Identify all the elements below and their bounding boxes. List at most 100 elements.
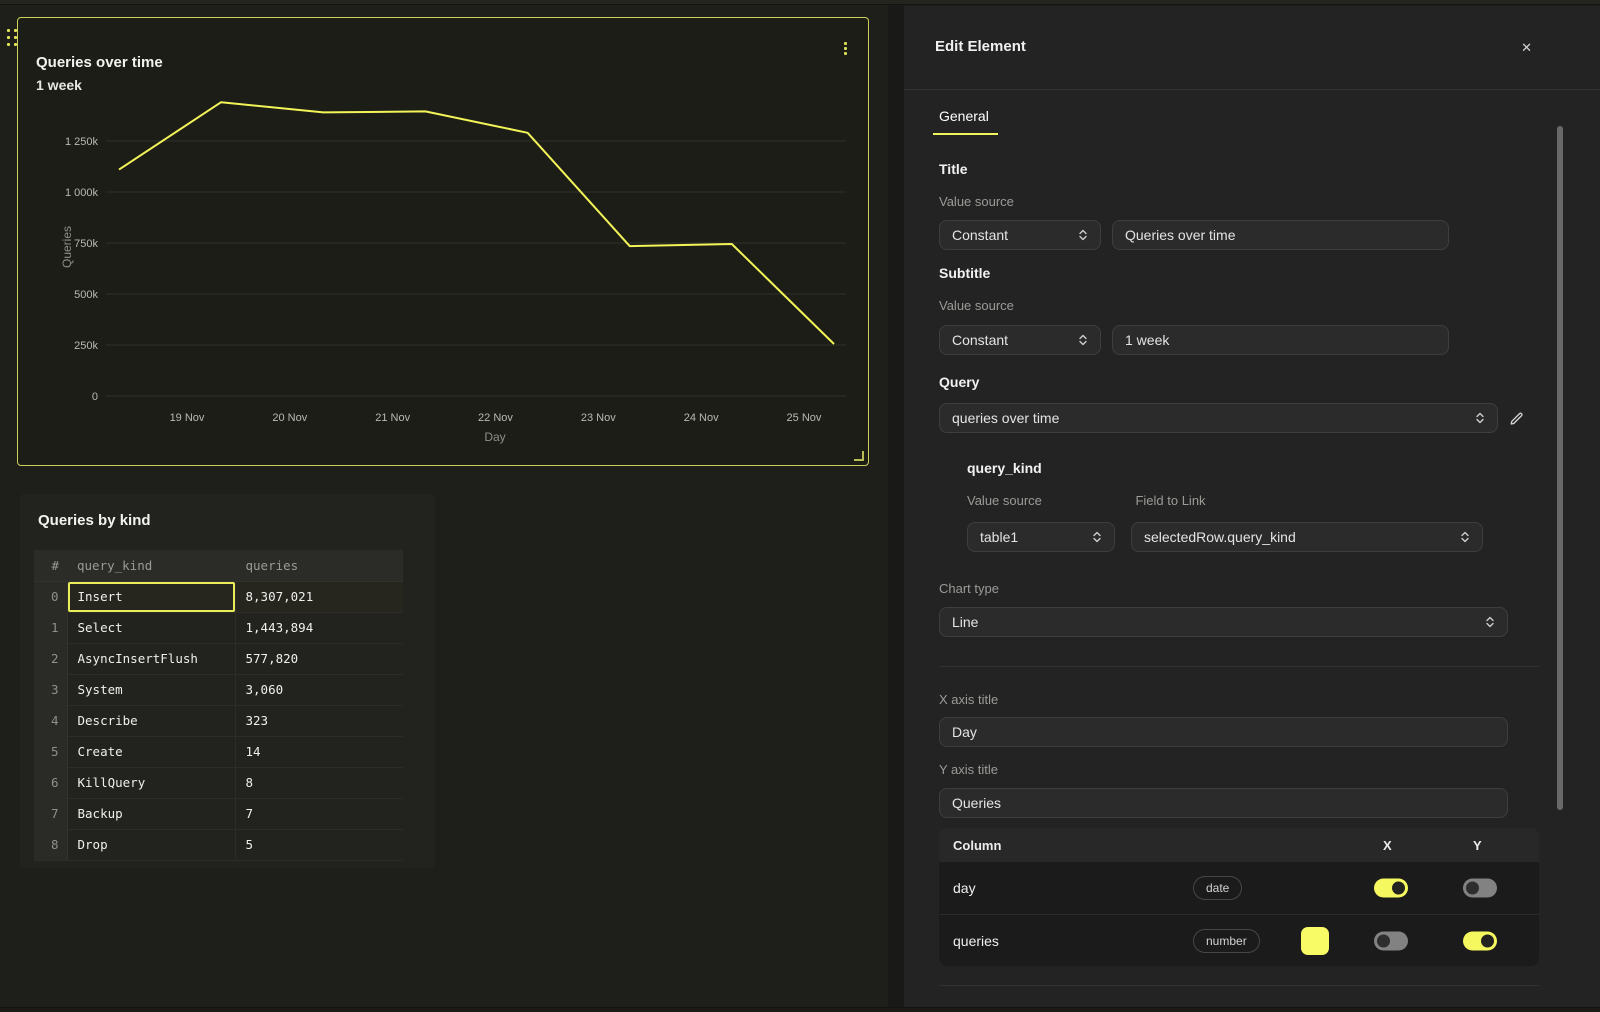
drag-handle-icon[interactable] <box>7 29 19 47</box>
subtitle-section-heading: Subtitle <box>939 265 991 281</box>
x-axis-title-label: X axis title <box>939 692 999 707</box>
field-to-link-select[interactable]: selectedRow.query_kind <box>1131 522 1483 552</box>
table-row[interactable]: 0 Insert 8,307,021 <box>34 581 403 613</box>
chevron-updown-icon <box>1486 616 1494 628</box>
row-index: 5 <box>34 736 68 768</box>
cell-query-kind[interactable]: Drop <box>67 829 235 861</box>
columns-mapping-card: Column X Y day date queries number <box>939 828 1539 966</box>
row-index: 7 <box>34 798 68 830</box>
query-kind-source-select[interactable]: table1 <box>967 522 1115 552</box>
table-row[interactable]: 1 Select 1,443,894 <box>34 612 403 644</box>
svg-text:1 000k: 1 000k <box>65 187 99 199</box>
table-header-row: # query_kind queries <box>34 550 403 582</box>
tab-bar: General <box>933 108 1539 135</box>
cell-query-kind[interactable]: KillQuery <box>67 767 235 799</box>
edit-element-panel: Edit Element ✕ General Title Value sourc… <box>904 6 1600 1007</box>
chart-card-queries-over-time[interactable]: Queries over time 1 week 0 250k 500k 750k 1 … <box>17 17 869 466</box>
panel-scrollbar[interactable] <box>1557 126 1563 810</box>
tab-general[interactable]: General <box>933 108 998 135</box>
cell-query-kind[interactable]: Select <box>67 612 235 644</box>
cell-query-kind[interactable]: Backup <box>67 798 235 830</box>
chevron-updown-icon <box>1093 531 1101 543</box>
cell-queries[interactable]: 1,443,894 <box>234 612 403 644</box>
chevron-updown-icon <box>1476 412 1484 424</box>
queries-by-kind-table: # query_kind queries 0 Insert 8,307,021 1 Se… <box>34 550 403 861</box>
row-index: 0 <box>34 581 68 613</box>
panel-header: Edit Element ✕ <box>904 6 1600 90</box>
cell-queries[interactable]: 5 <box>234 829 403 861</box>
table-row[interactable]: 4 Describe 323 <box>34 705 403 737</box>
svg-text:20 Nov: 20 Nov <box>272 412 307 424</box>
table-card-queries-by-kind[interactable]: Queries by kind # query_kind queries 0 In… <box>20 494 435 868</box>
close-icon[interactable]: ✕ <box>1521 40 1532 55</box>
type-badge: date <box>1193 876 1243 900</box>
cell-query-kind[interactable]: Create <box>67 736 235 768</box>
cell-queries[interactable]: 7 <box>234 798 403 830</box>
table-row[interactable]: 8 Drop 5 <box>34 829 403 861</box>
chevron-updown-icon <box>1079 334 1087 346</box>
queries-by-kind-tbody: 0 Insert 8,307,021 1 Select 1,443,894 2 AsyncIn… <box>34 581 403 861</box>
table-row[interactable]: 5 Create 14 <box>34 736 403 768</box>
chart-subtitle: 1 week <box>36 77 82 93</box>
svg-text:0: 0 <box>92 391 98 403</box>
edit-query-pencil-icon[interactable] <box>1508 410 1525 427</box>
column-row-day: day date <box>939 862 1539 914</box>
table-row[interactable]: 2 AsyncInsertFlush 577,820 <box>34 643 403 675</box>
subtitle-value-input[interactable]: 1 week <box>1112 325 1449 355</box>
svg-text:19 Nov: 19 Nov <box>170 412 205 424</box>
resize-handle-icon[interactable] <box>854 451 864 461</box>
cell-query-kind[interactable]: Insert <box>67 581 235 613</box>
subtitle-source-select[interactable]: Constant <box>939 325 1101 355</box>
y-axis-title-input[interactable]: Queries <box>939 788 1508 818</box>
col-header-index: # <box>34 550 67 582</box>
query-kind-value-source-label: Value source <box>967 493 1042 508</box>
table-row[interactable]: 3 System 3,060 <box>34 674 403 706</box>
y-toggle-day[interactable] <box>1463 878 1497 898</box>
table-row[interactable]: 6 KillQuery 8 <box>34 767 403 799</box>
cell-queries[interactable]: 577,820 <box>234 643 403 675</box>
query-select[interactable]: queries over time <box>939 403 1498 433</box>
svg-text:1 250k: 1 250k <box>65 136 99 148</box>
cell-query-kind[interactable]: AsyncInsertFlush <box>67 643 235 675</box>
chevron-updown-icon <box>1079 229 1087 241</box>
table-row[interactable]: 7 Backup 7 <box>34 798 403 830</box>
col-header-query-kind: query_kind <box>67 550 235 582</box>
cell-queries[interactable]: 14 <box>234 736 403 768</box>
chart-title: Queries over time <box>36 54 163 71</box>
y-toggle-queries[interactable] <box>1463 931 1497 950</box>
cell-queries[interactable]: 8 <box>234 767 403 799</box>
column-name: day <box>953 880 976 896</box>
panel-title: Edit Element <box>935 38 1026 55</box>
row-index: 2 <box>34 643 68 675</box>
row-index: 6 <box>34 767 68 799</box>
cell-queries[interactable]: 3,060 <box>234 674 403 706</box>
chart-type-select[interactable]: Line <box>939 607 1508 637</box>
col-header-queries: queries <box>234 550 403 582</box>
columns-header-y: Y <box>1473 838 1482 853</box>
query-kind-heading: query_kind <box>967 460 1042 476</box>
svg-text:24 Nov: 24 Nov <box>684 412 719 424</box>
section-divider <box>939 985 1539 986</box>
title-source-select[interactable]: Constant <box>939 220 1101 250</box>
cell-query-kind[interactable]: System <box>67 674 235 706</box>
svg-text:22 Nov: 22 Nov <box>478 412 513 424</box>
cell-queries[interactable]: 323 <box>234 705 403 737</box>
window-top-edge <box>0 0 1600 5</box>
chevron-updown-icon <box>1461 531 1469 543</box>
kebab-menu-icon[interactable] <box>840 42 850 62</box>
series-color-swatch[interactable] <box>1301 926 1329 955</box>
column-row-queries: queries number <box>939 914 1539 966</box>
x-toggle-queries[interactable] <box>1374 931 1408 950</box>
window-bottom-edge <box>0 1007 1600 1012</box>
canvas-panel-divider <box>888 6 904 1007</box>
x-toggle-day[interactable] <box>1374 878 1408 898</box>
row-index: 8 <box>34 829 68 861</box>
cell-query-kind[interactable]: Describe <box>67 705 235 737</box>
title-section-heading: Title <box>939 161 968 177</box>
x-axis-title-input[interactable]: Day <box>939 717 1508 747</box>
subtitle-value-source-label: Value source <box>939 298 1014 313</box>
cell-queries[interactable]: 8,307,021 <box>234 581 403 613</box>
title-value-input[interactable]: Queries over time <box>1112 220 1449 250</box>
columns-header-row: Column X Y <box>939 828 1539 862</box>
row-index: 1 <box>34 612 68 644</box>
